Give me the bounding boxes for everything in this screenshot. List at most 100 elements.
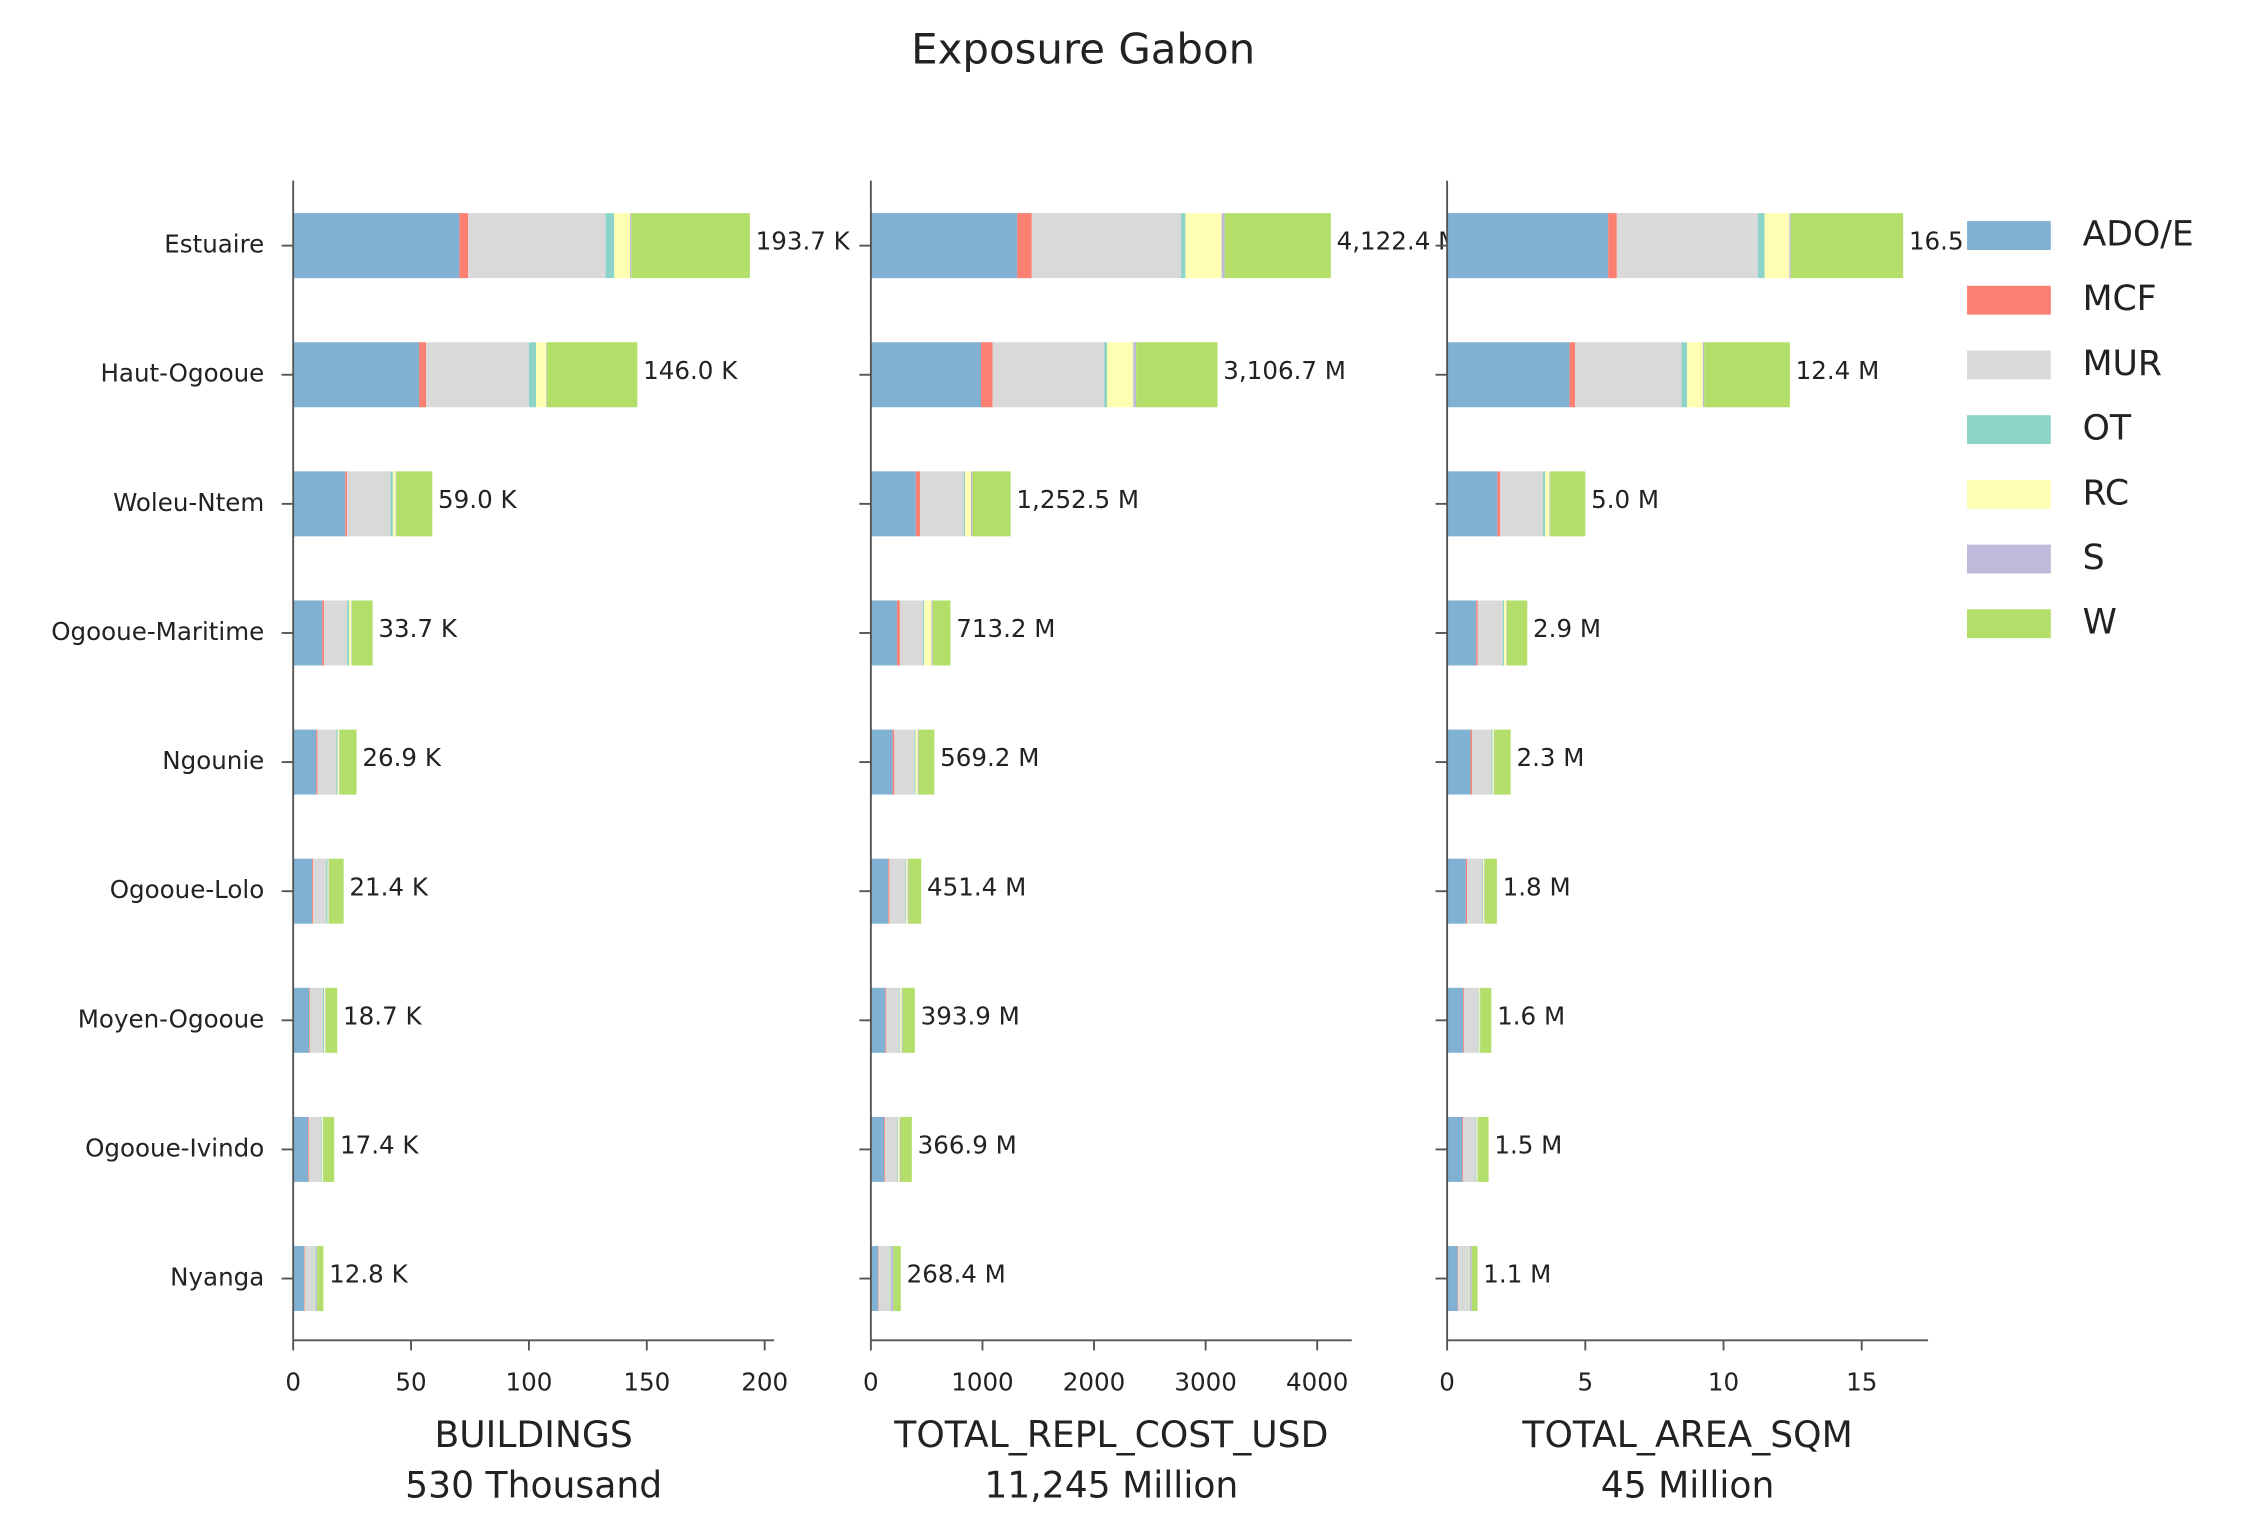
y-tick-label: Ngounie [162,746,264,775]
bar-segment [1479,987,1481,1053]
bar-segment [312,858,313,924]
bar-segment [317,729,337,795]
legend-swatch [1967,415,2051,445]
x-axis-note: 11,245 Million [984,1464,1238,1507]
bar-segment [920,471,964,537]
bar-segment [347,471,391,537]
bar-segment [970,471,973,537]
total-label: 21.4 K [349,872,428,901]
total-label: 268.4 M [907,1260,1006,1289]
bar-segment [1506,600,1528,666]
bar-segment [1133,342,1137,408]
bar-segment [1491,729,1493,795]
bar-segment [1477,600,1503,666]
total-label: 1,252.5 M [1016,485,1139,514]
bar-segment [293,987,310,1053]
bar-segment [315,1246,318,1312]
bar-segment [1545,471,1550,537]
x-axis-label: TOTAL_REPL_COST_USD [893,1413,1328,1456]
bar-segment [870,1246,879,1312]
bar-segment [426,342,529,408]
bar-segment [893,1246,901,1312]
bar-segment [351,600,373,666]
bar-segment [1616,213,1758,279]
bar-segment [870,213,1018,279]
total-label: 4,122.4 M [1337,227,1460,256]
bar-segment [915,729,918,795]
bar-segment [931,600,933,666]
bar-segment [308,1116,309,1182]
y-tick-label: Woleu-Ntem [113,488,264,517]
bar-segment [870,987,886,1053]
x-axis-label: TOTAL_AREA_SQM [1521,1413,1852,1456]
bar-segment [932,600,951,666]
bar-segment [1484,858,1497,924]
bar-segment [1506,600,1507,666]
x-tick-label: 4000 [1286,1368,1348,1397]
bar-segment [631,213,750,279]
total-label: 59.0 K [438,485,517,514]
bar-segment [1447,213,1609,279]
bar-segment [905,858,907,924]
bar-segment [349,600,352,666]
bar-segment [1482,858,1484,924]
bar-segment [336,729,338,795]
bar-segment [309,987,323,1053]
bar-segment [1681,342,1688,408]
x-axis-label: BUILDINGS [435,1413,633,1456]
bar-segment [888,858,890,924]
total-label: 12.8 K [329,1260,408,1289]
bar-segment [1447,858,1466,924]
bar-segment [324,600,348,666]
bar-segment [337,729,340,795]
bar-segment [870,858,889,924]
bar-segment [884,1116,886,1182]
total-label: 366.9 M [918,1131,1017,1160]
bar-segment [1484,858,1485,924]
bar-segment [459,213,469,279]
bar-segment [614,213,631,279]
bar-segment [1504,600,1507,666]
legend-label: RC [2083,473,2130,513]
bar-segment [546,342,547,408]
bar-segment [322,600,325,666]
legend-swatch [1967,350,2051,380]
bar-segment [1463,987,1478,1053]
bar-segment [1483,858,1485,924]
bar-segment [1480,987,1492,1053]
x-tick-label: 50 [395,1368,426,1397]
total-label: 26.9 K [362,743,441,772]
bar-segment [906,858,908,924]
bar-segment [1478,987,1480,1053]
x-tick-label: 0 [863,1368,879,1397]
bar-segment [924,600,932,666]
bar-segment [1764,213,1790,279]
bar-segment [878,1246,879,1312]
bar-segment [898,1116,900,1182]
y-tick-label: Ogooue-Maritime [51,617,264,646]
bar-segment [392,471,396,537]
bar-segment [314,1246,316,1312]
bar-segment [1031,213,1182,279]
y-tick-label: Nyanga [170,1263,264,1292]
bar-segment [992,342,1105,408]
bar-segment [1471,1246,1478,1312]
bar-segment [293,471,346,537]
bar-segment [1789,213,1791,279]
legend-swatch [1967,544,2051,574]
bar-segment [1467,858,1483,924]
bar-segment [917,729,919,795]
bar-segment [419,342,427,408]
bar-segment [889,1246,891,1312]
bar-segment [312,858,327,924]
bar-segment [293,1246,305,1312]
bar-segment [293,600,323,666]
bar-segment [899,600,924,666]
x-tick-label: 0 [1439,1368,1455,1397]
bar-segment [1017,213,1032,279]
bar-segment [890,1246,894,1312]
bar-segment [901,987,903,1053]
bar-segment [304,1246,314,1312]
bar-segment [1470,729,1472,795]
total-label: 2.9 M [1533,614,1601,643]
